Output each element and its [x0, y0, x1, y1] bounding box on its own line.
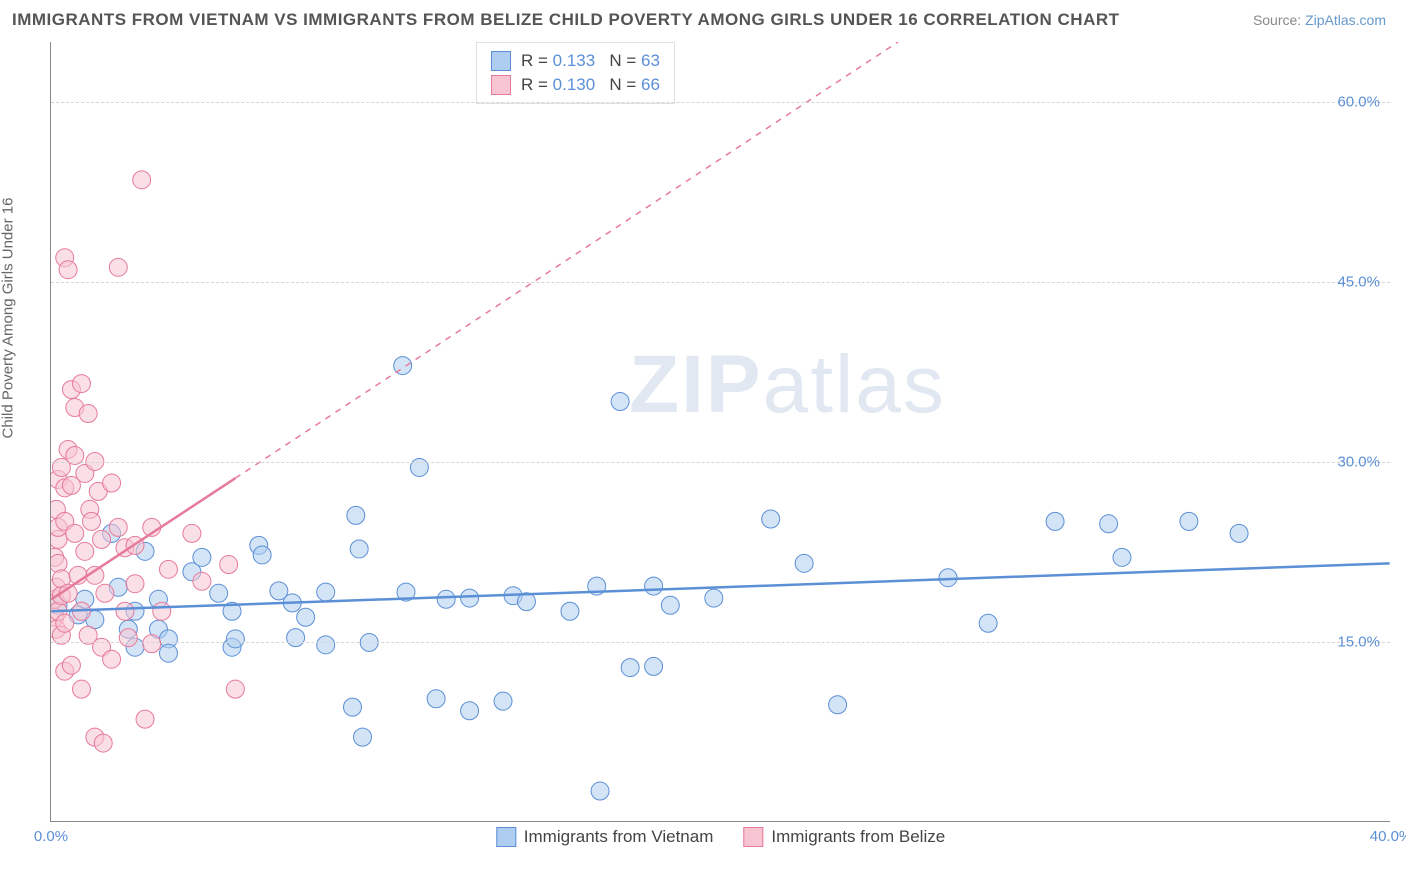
data-point [762, 510, 780, 528]
data-point [343, 698, 361, 716]
data-point [287, 629, 305, 647]
trend-line-dashed [235, 42, 898, 478]
stat-legend: R = 0.133 N = 63 R = 0.130 N = 66 [476, 42, 675, 104]
x-tick-label: 0.0% [34, 828, 68, 845]
data-point [51, 554, 67, 572]
gridline-h [51, 642, 1390, 643]
y-tick-label: 15.0% [1337, 634, 1380, 651]
data-point [561, 602, 579, 620]
data-point [96, 584, 114, 602]
data-point [226, 630, 244, 648]
data-point [645, 577, 663, 595]
stat-legend-row: R = 0.130 N = 66 [491, 73, 660, 97]
data-point [427, 690, 445, 708]
legend-swatch [491, 75, 511, 95]
gridline-h [51, 102, 1390, 103]
data-point [103, 474, 121, 492]
stat-legend-row: R = 0.133 N = 63 [491, 49, 660, 73]
data-point [143, 635, 161, 653]
data-point [705, 589, 723, 607]
data-point [461, 589, 479, 607]
legend-swatch [491, 51, 511, 71]
data-point [76, 542, 94, 560]
data-point [1180, 512, 1198, 530]
data-point [119, 629, 137, 647]
data-point [66, 524, 84, 542]
data-point [126, 575, 144, 593]
data-point [159, 644, 177, 662]
gridline-h [51, 282, 1390, 283]
stat-legend-text: R = 0.133 N = 63 [521, 51, 660, 71]
data-point [1046, 512, 1064, 530]
data-point [193, 548, 211, 566]
gridline-h [51, 462, 1390, 463]
data-point [59, 261, 77, 279]
data-point [62, 656, 80, 674]
data-point [297, 608, 315, 626]
data-point [133, 171, 151, 189]
data-point [1230, 524, 1248, 542]
data-point [354, 728, 372, 746]
legend-label: Immigrants from Vietnam [524, 827, 714, 847]
data-point [183, 524, 201, 542]
chart-title: IMMIGRANTS FROM VIETNAM VS IMMIGRANTS FR… [12, 10, 1120, 30]
data-point [253, 546, 271, 564]
stat-legend-text: R = 0.130 N = 66 [521, 75, 660, 95]
data-point [72, 375, 90, 393]
y-axis-label: Child Poverty Among Girls Under 16 [0, 198, 17, 439]
data-point [79, 405, 97, 423]
y-tick-label: 45.0% [1337, 274, 1380, 291]
data-point [1100, 515, 1118, 533]
chart-plot-area: ZIPatlas R = 0.133 N = 63R = 0.130 N = 6… [50, 42, 1390, 822]
data-point [494, 692, 512, 710]
data-point [979, 614, 997, 632]
data-point [661, 596, 679, 614]
data-point [347, 506, 365, 524]
data-point [621, 659, 639, 677]
source-prefix: Source: [1253, 12, 1305, 28]
data-point [645, 657, 663, 675]
data-point [94, 734, 112, 752]
data-point [795, 554, 813, 572]
data-point [437, 590, 455, 608]
legend-swatch [496, 827, 516, 847]
data-point [72, 680, 90, 698]
x-tick-label: 40.0% [1370, 828, 1406, 845]
y-tick-label: 30.0% [1337, 454, 1380, 471]
data-point [210, 584, 228, 602]
legend-label: Immigrants from Belize [771, 827, 945, 847]
data-point [1113, 548, 1131, 566]
data-point [136, 710, 154, 728]
data-point [829, 696, 847, 714]
data-point [317, 583, 335, 601]
data-point [461, 702, 479, 720]
source-credit: Source: ZipAtlas.com [1253, 12, 1386, 28]
data-point [226, 680, 244, 698]
data-point [83, 512, 101, 530]
data-point [109, 258, 127, 276]
data-point [109, 518, 127, 536]
data-point [56, 614, 74, 632]
bottom-legend: Immigrants from Vietnam Immigrants from B… [496, 827, 945, 847]
data-point [153, 602, 171, 620]
legend-item: Immigrants from Vietnam [496, 827, 714, 847]
data-point [103, 650, 121, 668]
data-point [611, 393, 629, 411]
legend-item: Immigrants from Belize [743, 827, 945, 847]
data-point [220, 556, 238, 574]
data-point [159, 560, 177, 578]
data-point [93, 530, 111, 548]
data-point [116, 602, 134, 620]
source-link[interactable]: ZipAtlas.com [1305, 12, 1386, 28]
legend-swatch [743, 827, 763, 847]
scatter-svg [51, 42, 1390, 821]
data-point [591, 782, 609, 800]
data-point [317, 636, 335, 654]
y-tick-label: 60.0% [1337, 94, 1380, 111]
data-point [193, 572, 211, 590]
data-point [350, 540, 368, 558]
